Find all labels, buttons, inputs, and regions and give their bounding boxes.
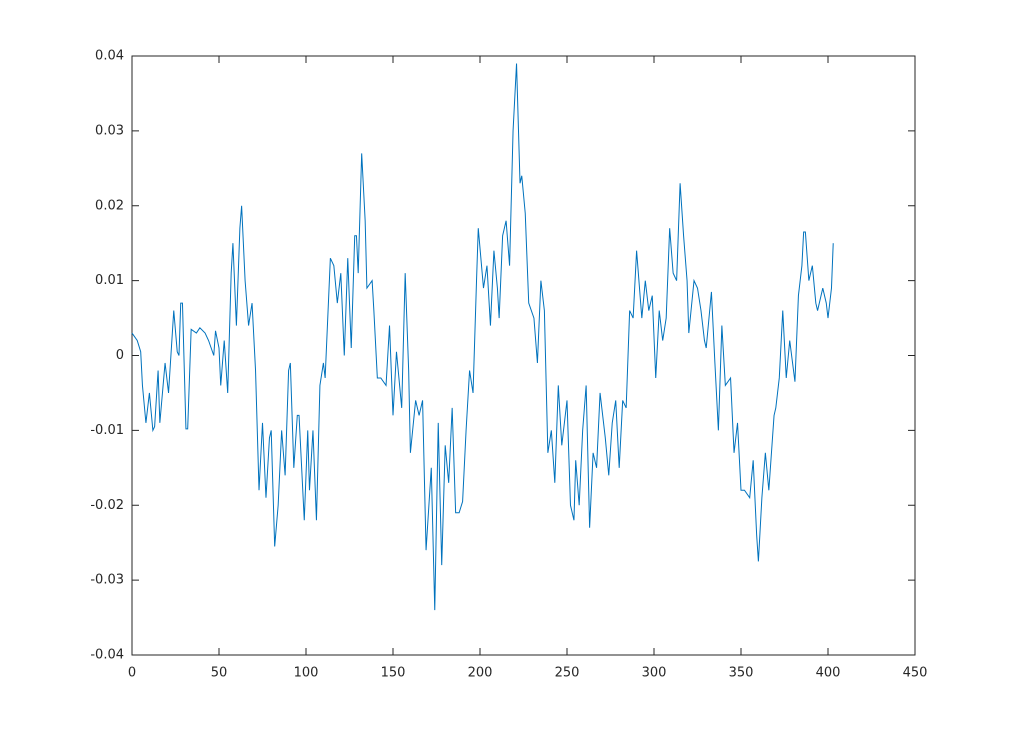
x-tick-label: 300 [642, 666, 667, 681]
x-tick-label: 50 [211, 666, 228, 681]
x-tick-label: 100 [294, 666, 319, 681]
x-tick-label: 450 [903, 666, 928, 681]
y-tick-label: 0.01 [95, 273, 124, 288]
y-tick-label: 0.04 [95, 49, 124, 64]
x-tick-label: 250 [555, 666, 580, 681]
x-tick-label: 350 [729, 666, 754, 681]
x-tick-label: 400 [816, 666, 841, 681]
x-tick-label: 200 [468, 666, 493, 681]
data-line [131, 63, 834, 611]
x-tick-label: 0 [128, 666, 136, 681]
y-tick-label: 0.03 [95, 123, 124, 138]
y-tick-label: -0.01 [90, 423, 124, 438]
plot-area [131, 55, 916, 656]
y-tick-label: -0.03 [90, 573, 124, 588]
y-tick-label: -0.04 [90, 648, 124, 663]
y-tick-label: 0.02 [95, 198, 124, 213]
x-tick-label: 150 [381, 666, 406, 681]
y-tick-label: 0 [116, 348, 124, 363]
y-tick-label: -0.02 [90, 498, 124, 513]
